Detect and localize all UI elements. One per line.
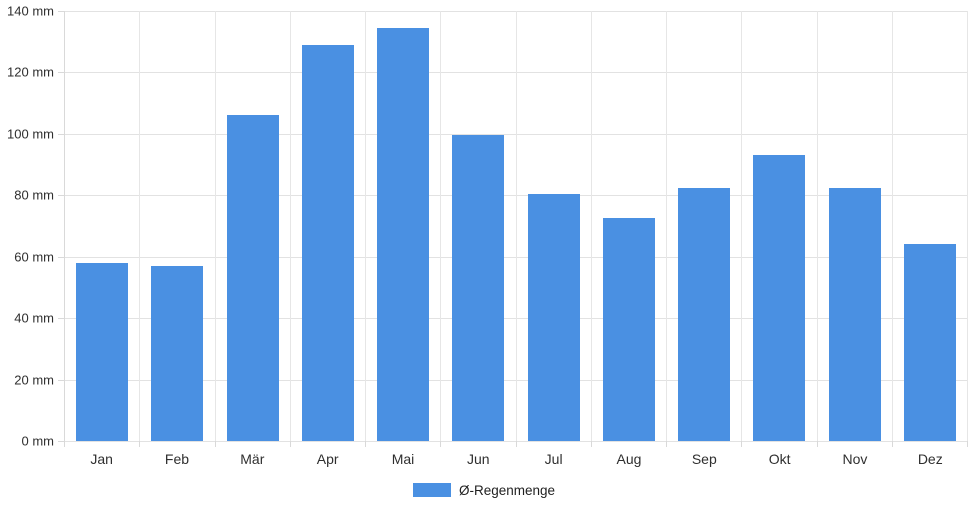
column-okt bbox=[742, 11, 818, 447]
x-tick-label-mai: Mai bbox=[391, 451, 415, 467]
bar-jan[interactable] bbox=[76, 262, 129, 441]
bar-jul[interactable] bbox=[527, 193, 580, 441]
x-tick-label-aug: Aug bbox=[616, 451, 642, 467]
y-tick-label: 40 mm bbox=[14, 310, 54, 326]
column-jul bbox=[517, 11, 593, 447]
gridline-20 bbox=[65, 379, 968, 381]
y-tick-label: 20 mm bbox=[14, 372, 54, 388]
y-tick-mark bbox=[58, 318, 64, 320]
bar-nov[interactable] bbox=[828, 187, 881, 441]
x-tick-label-mär: Mär bbox=[240, 451, 265, 467]
x-tick-label-jul: Jul bbox=[544, 451, 563, 467]
y-tick-label: 140 mm bbox=[7, 3, 54, 19]
bar-feb[interactable] bbox=[151, 265, 204, 441]
gridline-40 bbox=[65, 318, 968, 320]
bar-jun[interactable] bbox=[452, 135, 505, 441]
bar-columns bbox=[65, 11, 968, 447]
x-tick-label-sep: Sep bbox=[691, 451, 717, 467]
x-tick-label-okt: Okt bbox=[768, 451, 791, 467]
bar-sep[interactable] bbox=[678, 187, 731, 441]
column-aug bbox=[592, 11, 668, 447]
x-tick-label-jun: Jun bbox=[467, 451, 490, 467]
column-sep bbox=[667, 11, 743, 447]
x-tick-label-nov: Nov bbox=[842, 451, 868, 467]
x-tick-label-feb: Feb bbox=[164, 451, 190, 467]
y-tick-mark bbox=[58, 441, 64, 442]
x-tick-label-jan: Jan bbox=[90, 451, 113, 467]
y-tick-mark bbox=[58, 256, 64, 258]
column-mär bbox=[216, 11, 292, 447]
y-tick-label: 120 mm bbox=[7, 64, 54, 80]
plot-area bbox=[64, 11, 968, 447]
gridline-80 bbox=[65, 195, 968, 197]
y-tick-mark bbox=[58, 11, 64, 12]
column-mai bbox=[366, 11, 442, 447]
x-tick-label-apr: Apr bbox=[316, 451, 339, 467]
legend-label: Ø-Regenmenge bbox=[458, 482, 556, 498]
gridline-60 bbox=[65, 256, 968, 258]
y-tick-mark bbox=[58, 72, 64, 74]
column-jan bbox=[65, 11, 141, 447]
column-feb bbox=[140, 11, 216, 447]
legend-swatch bbox=[412, 483, 451, 497]
gridline-140 bbox=[65, 11, 968, 12]
column-nov bbox=[818, 11, 894, 447]
gridline-100 bbox=[65, 133, 968, 135]
legend[interactable]: Ø-Regenmenge bbox=[0, 480, 968, 500]
y-tick-label: 60 mm bbox=[14, 249, 54, 265]
bar-mär[interactable] bbox=[226, 115, 279, 441]
bar-dez[interactable] bbox=[903, 244, 956, 441]
x-tick-label-dez: Dez bbox=[917, 451, 943, 467]
gridline-0 bbox=[65, 441, 968, 442]
y-tick-mark bbox=[58, 133, 64, 135]
y-tick-label: 0 mm bbox=[21, 433, 55, 449]
y-tick-mark bbox=[58, 379, 64, 381]
bar-mai[interactable] bbox=[377, 27, 430, 441]
y-tick-mark bbox=[58, 195, 64, 197]
gridline-120 bbox=[65, 72, 968, 74]
y-tick-label: 80 mm bbox=[14, 187, 54, 203]
bar-okt[interactable] bbox=[753, 155, 806, 441]
y-axis: 0 mm 20 mm 40 mm 60 mm 80 mm 100 mm 120 mm 140 … bbox=[0, 4, 64, 449]
bar-apr[interactable] bbox=[301, 44, 354, 441]
bar-aug[interactable] bbox=[602, 218, 655, 441]
column-apr bbox=[291, 11, 367, 447]
x-axis-labels: Jan Feb Mär Apr Mai Jun Jul Aug Sep Okt Nov Dez bbox=[64, 449, 968, 469]
column-jun bbox=[441, 11, 517, 447]
column-dez bbox=[893, 11, 968, 447]
y-tick-label: 100 mm bbox=[7, 126, 54, 142]
